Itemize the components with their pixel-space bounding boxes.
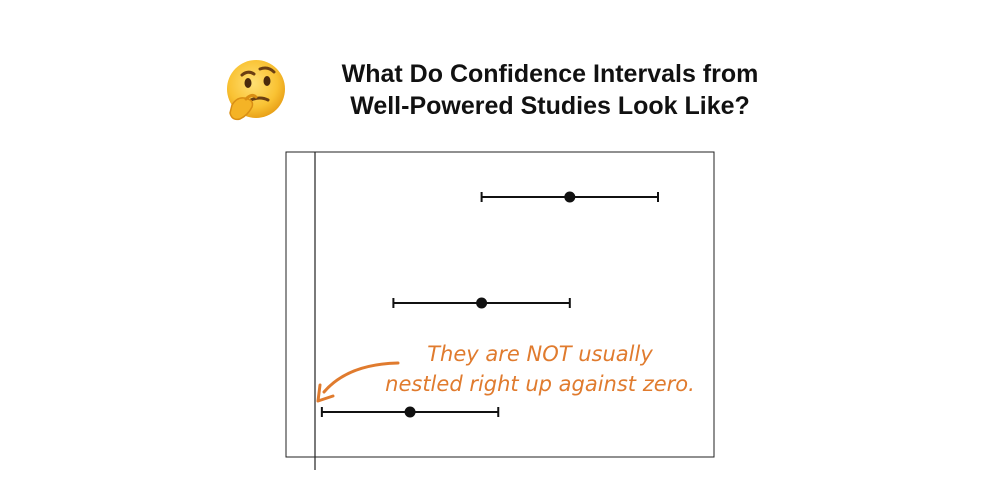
annotation-line-1: They are NOT usually <box>427 342 653 366</box>
thinking-face-icon <box>227 60 285 121</box>
point-estimate <box>404 406 416 418</box>
chart-title: What Do Confidence Intervals from Well-P… <box>300 58 800 122</box>
chart-title-line-2: Well-Powered Studies Look Like? <box>350 92 750 120</box>
annotation-arrow <box>322 361 400 394</box>
interval-group <box>320 191 659 418</box>
plot-frame <box>285 151 715 458</box>
point-estimate <box>476 297 488 309</box>
chart-title-line-1: What Do Confidence Intervals from <box>341 60 759 88</box>
annotation-arrow-head <box>316 383 335 403</box>
annotation-line-2: nestled right up against zero. <box>385 372 695 396</box>
point-estimate <box>564 191 576 203</box>
